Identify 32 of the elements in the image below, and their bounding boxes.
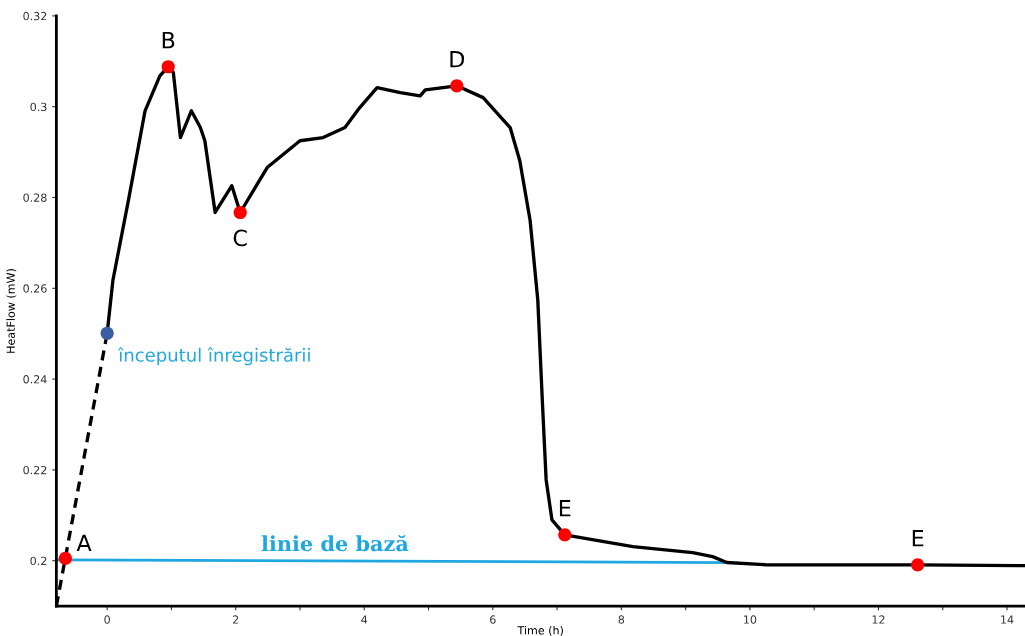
x-tick-label: 2 <box>232 615 239 624</box>
series-label: linie de bază <box>261 534 409 552</box>
x-axis-title: Time (h) <box>517 625 563 636</box>
point <box>233 205 247 220</box>
point <box>911 558 925 572</box>
y-tick-label: 0.3 <box>30 102 47 112</box>
annotation: D <box>450 51 465 68</box>
y-tick-label: 0.26 <box>23 284 47 293</box>
point <box>450 79 464 93</box>
y-axis-title: HeatFlow (mW) <box>6 269 17 353</box>
x-tick-label: 6 <box>490 615 496 624</box>
annotation: B <box>162 32 175 49</box>
point <box>58 551 72 566</box>
x-tick-label: 14 <box>1001 615 1014 624</box>
series-label: începutul înregistrării <box>117 347 310 366</box>
y-tick-label: 0.24 <box>23 375 47 384</box>
annotation: E <box>559 500 571 517</box>
x-tick-label: 0 <box>104 615 110 624</box>
x-tick-label: 4 <box>361 615 368 624</box>
y-tick-label: 0.32 <box>23 11 47 21</box>
x-tick-label: 12 <box>872 615 885 624</box>
point <box>100 326 114 340</box>
y-tick-label: 0.28 <box>23 193 47 202</box>
annotation: E <box>912 530 924 547</box>
annotation: A <box>76 534 92 552</box>
y-tick-label: 0.2 <box>30 556 47 566</box>
y-tick-label: 0.22 <box>23 465 47 475</box>
point <box>558 528 572 542</box>
annotation: C <box>233 229 247 247</box>
x-tick-label: 10 <box>744 615 757 624</box>
x-tick-label: 8 <box>618 615 625 624</box>
point <box>161 60 175 74</box>
